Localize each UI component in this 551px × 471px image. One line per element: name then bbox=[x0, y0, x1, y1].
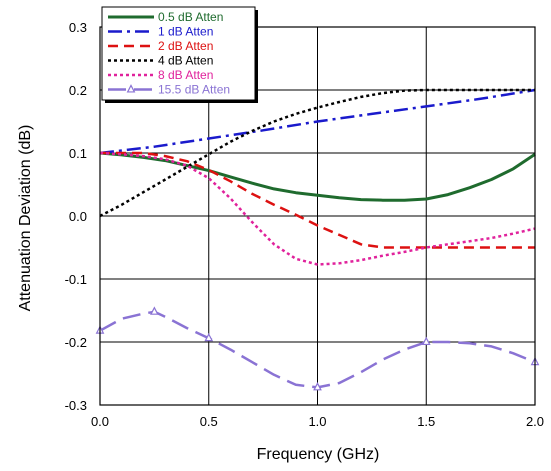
series-line bbox=[99, 151, 536, 266]
series-marker bbox=[313, 382, 322, 391]
x-axis-title: Frequency (GHz) bbox=[257, 446, 380, 463]
legend-label: 1 dB Atten bbox=[158, 25, 213, 39]
series-5 bbox=[95, 306, 540, 391]
x-tick-label: 2.0 bbox=[526, 414, 544, 429]
series-1 bbox=[99, 88, 536, 155]
legend-box bbox=[101, 6, 256, 101]
series-marker bbox=[204, 332, 214, 342]
plot-frame bbox=[99, 26, 536, 406]
legend-label: 8 dB Atten bbox=[158, 68, 213, 82]
x-tick-label: 0.0 bbox=[91, 414, 109, 429]
y-axis-title: Attenuation Deviation (dB) bbox=[17, 125, 34, 312]
y-tick-label: 0.1 bbox=[69, 146, 87, 161]
series-line bbox=[99, 310, 536, 389]
tick-labels: 0.0 0.5 1.0 1.5 2.0 -0.3 -0.2 -0.1 0.0 0.1 0.2 0.3 bbox=[65, 20, 544, 429]
series-marker bbox=[421, 336, 431, 346]
y-tick-label: 0.0 bbox=[69, 209, 87, 224]
x-tick-label: 0.5 bbox=[200, 414, 218, 429]
series-marker bbox=[150, 306, 159, 315]
series-2 bbox=[100, 151, 535, 249]
legend-label: 2 dB Atten bbox=[158, 39, 213, 53]
plot-area-border bbox=[99, 26, 536, 406]
y-tick-label: -0.3 bbox=[65, 398, 87, 413]
y-tick-label: -0.2 bbox=[65, 335, 87, 350]
y-tick-label: 0.3 bbox=[69, 20, 87, 35]
series-line bbox=[99, 88, 536, 155]
legend-marker bbox=[126, 84, 136, 93]
x-tick-label: 1.5 bbox=[417, 414, 435, 429]
x-tick-label: 1.0 bbox=[308, 414, 326, 429]
series-4 bbox=[99, 151, 536, 266]
series-line bbox=[99, 88, 535, 218]
series-line bbox=[100, 151, 535, 249]
legend-label: 4 dB Atten bbox=[158, 54, 213, 68]
series-3 bbox=[99, 88, 535, 218]
legend-label: 15.5 dB Atten bbox=[158, 83, 230, 97]
y-tick-label: 0.2 bbox=[69, 83, 87, 98]
y-tick-label: -0.1 bbox=[65, 272, 87, 287]
series-layer bbox=[95, 88, 540, 391]
legend-label: 0.5 dB Atten bbox=[158, 10, 223, 24]
